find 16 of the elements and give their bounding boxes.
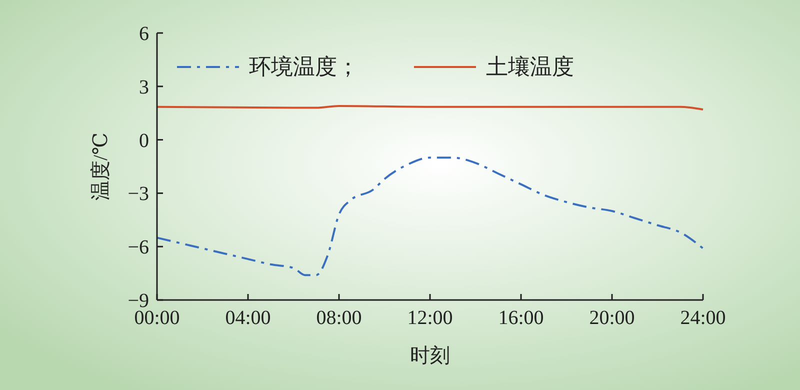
x-tick-label: 16:00 xyxy=(498,307,544,329)
legend-label: 环境温度； xyxy=(249,54,359,79)
y-tick-label: 3 xyxy=(139,76,149,98)
y-tick-label: 0 xyxy=(139,130,149,152)
y-tick-label: −6 xyxy=(128,236,149,259)
x-tick-label: 12:00 xyxy=(407,307,453,329)
y-axis-title: 温度/℃ xyxy=(90,132,112,200)
legend-label: 土壤温度 xyxy=(486,54,574,79)
x-axis-title: 时刻 xyxy=(410,345,450,367)
y-tick-label: −3 xyxy=(128,183,149,206)
x-tick-label: 24:00 xyxy=(680,307,726,329)
x-tick-label: 04:00 xyxy=(225,307,271,329)
line-series xyxy=(156,156,704,276)
x-tick-label: 08:00 xyxy=(316,307,362,329)
x-tick-label: 20:00 xyxy=(589,307,635,329)
y-tick-label: 6 xyxy=(139,23,149,45)
